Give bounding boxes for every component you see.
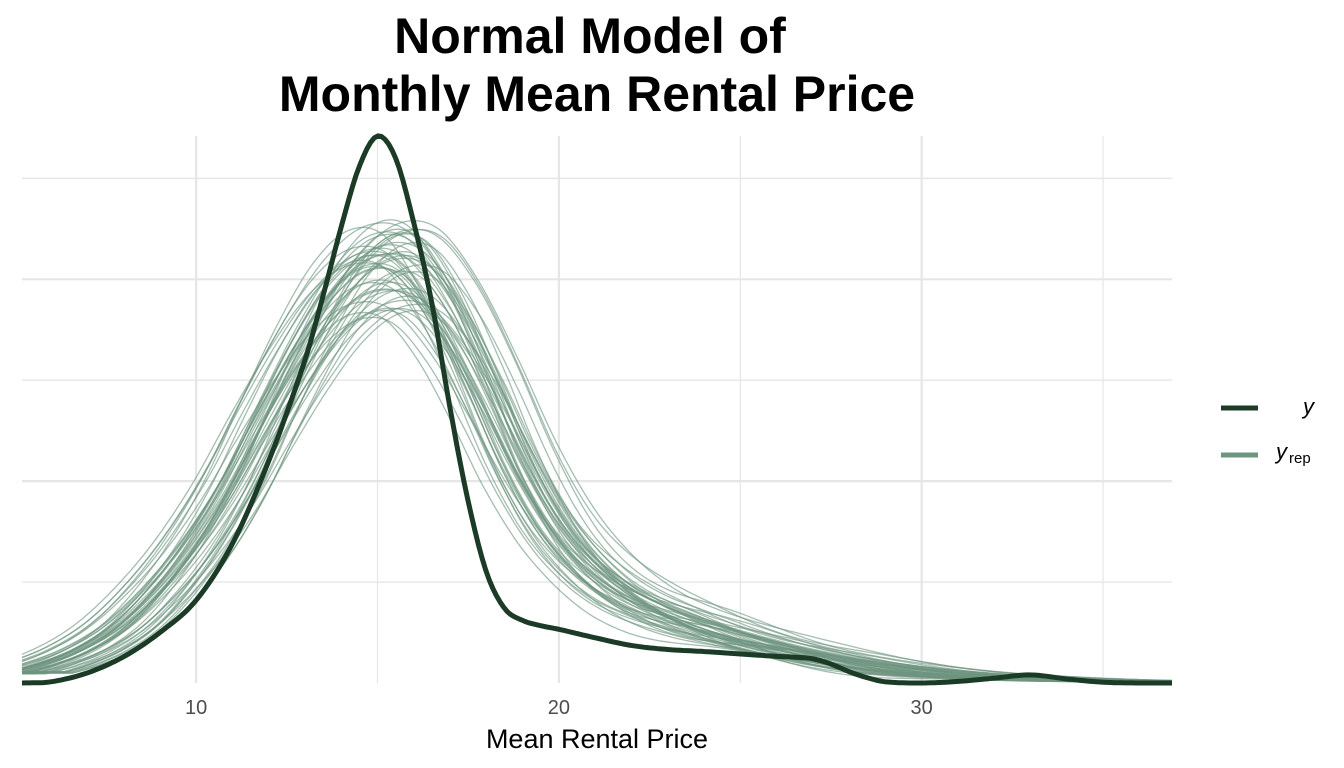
yrep-density-line — [21, 245, 1172, 683]
yrep-density-line — [22, 271, 1172, 683]
yrep-density-line — [21, 311, 1172, 683]
chart-title-line-1: Normal Model of — [394, 8, 786, 64]
legend: y y rep — [1221, 394, 1316, 467]
yrep-series-group — [21, 219, 1173, 683]
yrep-density-line — [21, 301, 1172, 683]
legend-label-y: y — [1301, 394, 1316, 419]
gridlines — [22, 136, 1172, 683]
yrep-density-line — [21, 267, 1173, 683]
yrep-density-line — [22, 219, 1172, 683]
yrep-density-line — [21, 288, 1172, 683]
yrep-density-line — [21, 241, 1172, 682]
yrep-density-line — [21, 287, 1172, 682]
y-density-line — [21, 133, 1172, 686]
x-axis-ticks: 10 20 30 — [185, 697, 933, 719]
yrep-density-line — [22, 232, 1172, 683]
yrep-density-line — [22, 250, 1172, 683]
legend-label-yrep-base: y — [1274, 439, 1289, 464]
x-axis-label: Mean Rental Price — [486, 724, 708, 754]
yrep-density-line — [21, 247, 1173, 682]
x-tick-label: 10 — [185, 697, 207, 719]
yrep-density-line — [21, 233, 1172, 683]
legend-label-yrep-subscript: rep — [1289, 450, 1311, 467]
yrep-density-line — [22, 266, 1172, 683]
yrep-density-line — [22, 270, 1172, 683]
yrep-density-line — [22, 309, 1172, 683]
yrep-density-line — [22, 228, 1172, 683]
yrep-density-line — [21, 290, 1173, 683]
yrep-density-line — [22, 309, 1172, 683]
yrep-density-line — [22, 254, 1172, 683]
legend-label-yrep: y rep — [1274, 439, 1311, 467]
yrep-density-line — [21, 257, 1173, 682]
yrep-density-line — [22, 307, 1173, 683]
yrep-density-line — [22, 244, 1172, 683]
x-tick-label: 30 — [911, 697, 933, 719]
yrep-density-line — [21, 231, 1172, 683]
yrep-density-line — [21, 250, 1172, 682]
yrep-density-line — [21, 226, 1172, 683]
yrep-density-line — [21, 307, 1172, 683]
yrep-density-line — [22, 233, 1172, 683]
yrep-density-line — [21, 220, 1172, 681]
yrep-density-line — [21, 254, 1172, 683]
yrep-density-line — [21, 253, 1172, 682]
yrep-density-line — [21, 228, 1173, 682]
yrep-density-line — [21, 252, 1172, 682]
y-series-group — [21, 133, 1172, 686]
yrep-density-line — [21, 289, 1172, 682]
x-tick-label: 20 — [548, 697, 570, 719]
yrep-density-line — [21, 222, 1172, 682]
yrep-density-line — [21, 228, 1173, 682]
chart-title-line-2: Monthly Mean Rental Price — [279, 66, 915, 122]
yrep-density-line — [22, 241, 1172, 683]
yrep-density-line — [21, 253, 1172, 683]
